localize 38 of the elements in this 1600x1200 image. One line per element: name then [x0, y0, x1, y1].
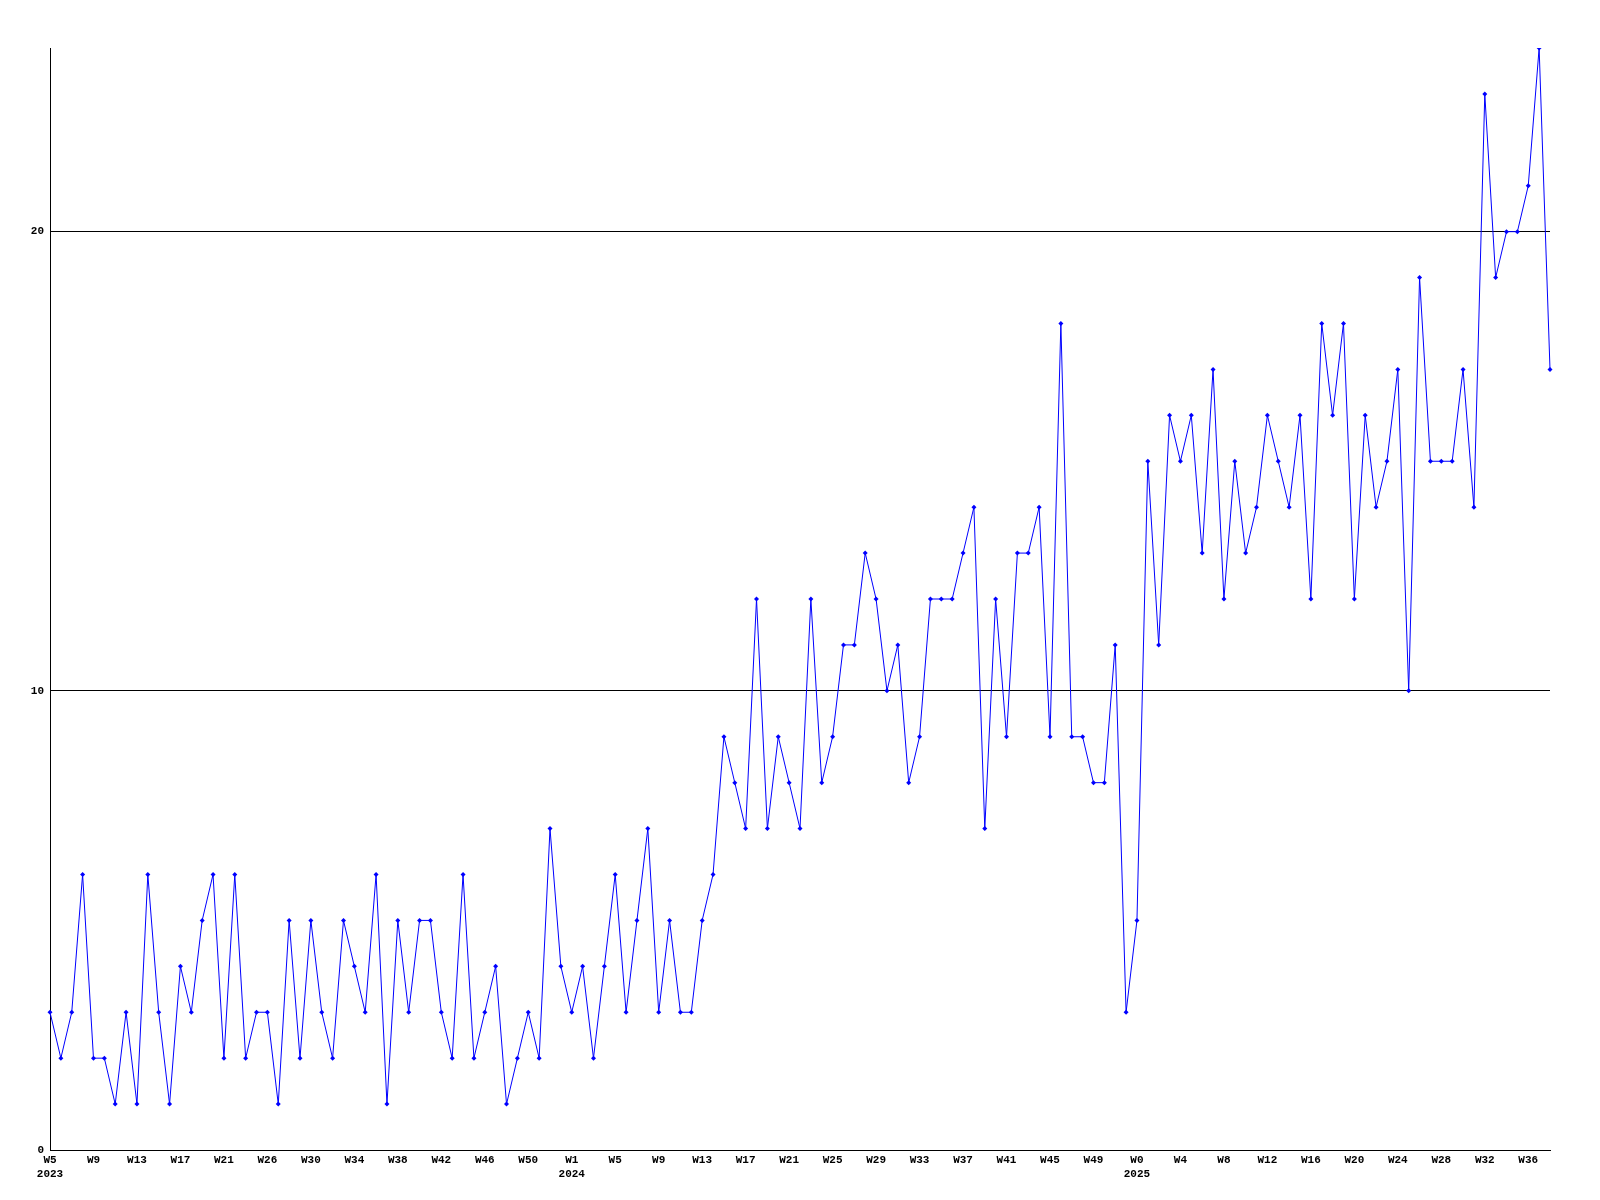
x-tick-label: W46	[474, 1154, 495, 1167]
x-tick-label: W29	[866, 1154, 886, 1167]
x-tick-label: W8	[1217, 1154, 1231, 1167]
x-tick-label: W33	[909, 1154, 930, 1167]
x-tick-label: W20	[1344, 1154, 1365, 1167]
x-tick-label: W13	[692, 1154, 713, 1167]
x-tick-label: W37	[953, 1154, 973, 1167]
x-tick-label: W32	[1474, 1154, 1495, 1167]
x-tick-label: W21	[779, 1154, 800, 1167]
x-tick-label: W49	[1083, 1154, 1104, 1167]
y-tick-label: 10	[30, 684, 44, 697]
y-tick-label: 20	[30, 225, 44, 238]
x-tick-label: W36	[1518, 1154, 1539, 1167]
x-tick-label: W5	[608, 1154, 623, 1167]
x-tick-label: W9	[652, 1154, 666, 1167]
x-tick-label: W5 2023	[36, 1154, 64, 1180]
x-tick-label: W42	[431, 1154, 452, 1167]
x-tick-label: W41	[996, 1154, 1017, 1167]
x-tick-label: W12	[1257, 1154, 1278, 1167]
x-tick-label: W13	[127, 1154, 148, 1167]
x-tick-label: W28	[1431, 1154, 1452, 1167]
x-tick-label: W0 2025	[1123, 1154, 1151, 1180]
x-tick-label: W21	[214, 1154, 235, 1167]
x-tick-label: W17	[170, 1154, 191, 1167]
y-tick-label: 0	[37, 1143, 44, 1156]
x-tick-label: W50	[518, 1154, 539, 1167]
x-tick-label: W17	[735, 1154, 756, 1167]
x-tick-label: W38	[387, 1154, 409, 1167]
x-tick-label: W34	[344, 1154, 365, 1167]
x-tick-label: W25	[822, 1154, 843, 1167]
x-tick-label: W24	[1387, 1154, 1409, 1167]
x-tick-label: W1 2024	[558, 1154, 586, 1180]
x-tick-label: W16	[1300, 1154, 1321, 1167]
x-tick-label: W30	[300, 1154, 321, 1167]
x-tick-label: W26	[257, 1154, 278, 1167]
x-tick-label: W4	[1173, 1154, 1188, 1167]
x-tick-label: W45	[1040, 1154, 1061, 1167]
x-tick-label: W9	[86, 1154, 101, 1167]
